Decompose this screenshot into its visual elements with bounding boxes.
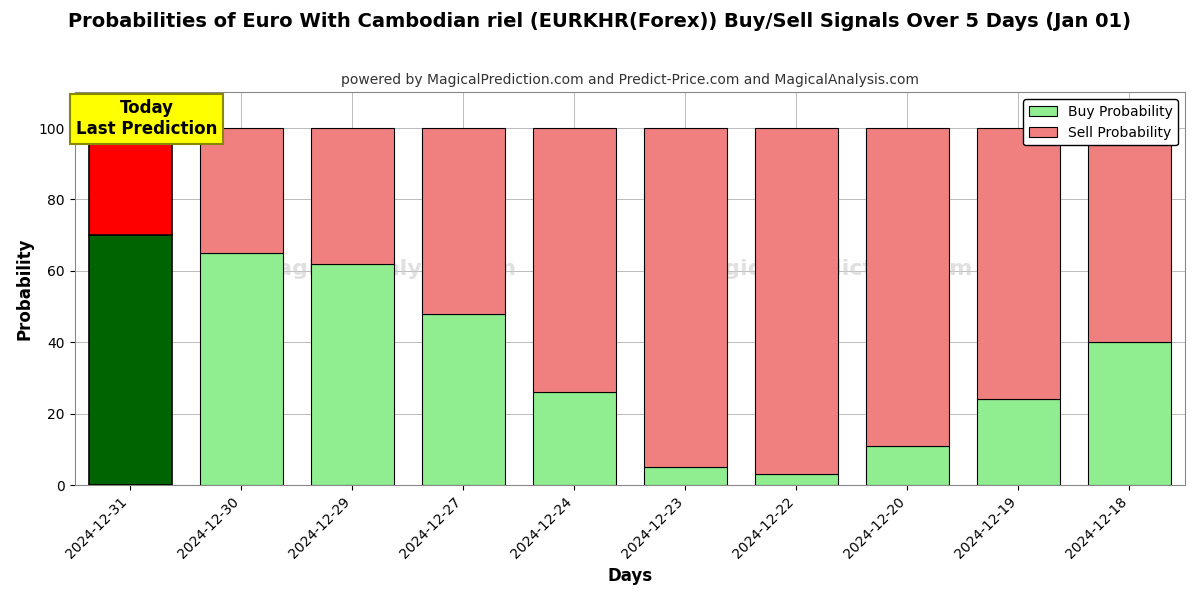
Bar <box>865 128 949 446</box>
Legend: Buy Probability, Sell Probability: Buy Probability, Sell Probability <box>1024 99 1178 145</box>
Bar <box>89 128 172 235</box>
Bar <box>311 128 394 264</box>
X-axis label: Days: Days <box>607 567 653 585</box>
Bar <box>643 467 727 485</box>
Bar <box>89 235 172 485</box>
Bar <box>421 314 505 485</box>
Bar <box>421 128 505 314</box>
Bar <box>755 475 838 485</box>
Bar <box>533 392 616 485</box>
Bar <box>977 400 1060 485</box>
Text: Today
Last Prediction: Today Last Prediction <box>76 100 217 138</box>
Bar <box>533 128 616 392</box>
Bar <box>977 128 1060 400</box>
Bar <box>865 446 949 485</box>
Bar <box>1088 128 1171 343</box>
Bar <box>755 128 838 475</box>
Bar <box>643 128 727 467</box>
Text: MagicalAnalysis.com: MagicalAnalysis.com <box>254 259 516 279</box>
Title: powered by MagicalPrediction.com and Predict-Price.com and MagicalAnalysis.com: powered by MagicalPrediction.com and Pre… <box>341 73 919 87</box>
Bar <box>199 128 283 253</box>
Bar <box>311 264 394 485</box>
Text: MagicalPrediction.com: MagicalPrediction.com <box>688 259 972 279</box>
Bar <box>1088 343 1171 485</box>
Bar <box>199 253 283 485</box>
Y-axis label: Probability: Probability <box>16 238 34 340</box>
Text: Probabilities of Euro With Cambodian riel (EURKHR(Forex)) Buy/Sell Signals Over : Probabilities of Euro With Cambodian rie… <box>68 12 1132 31</box>
